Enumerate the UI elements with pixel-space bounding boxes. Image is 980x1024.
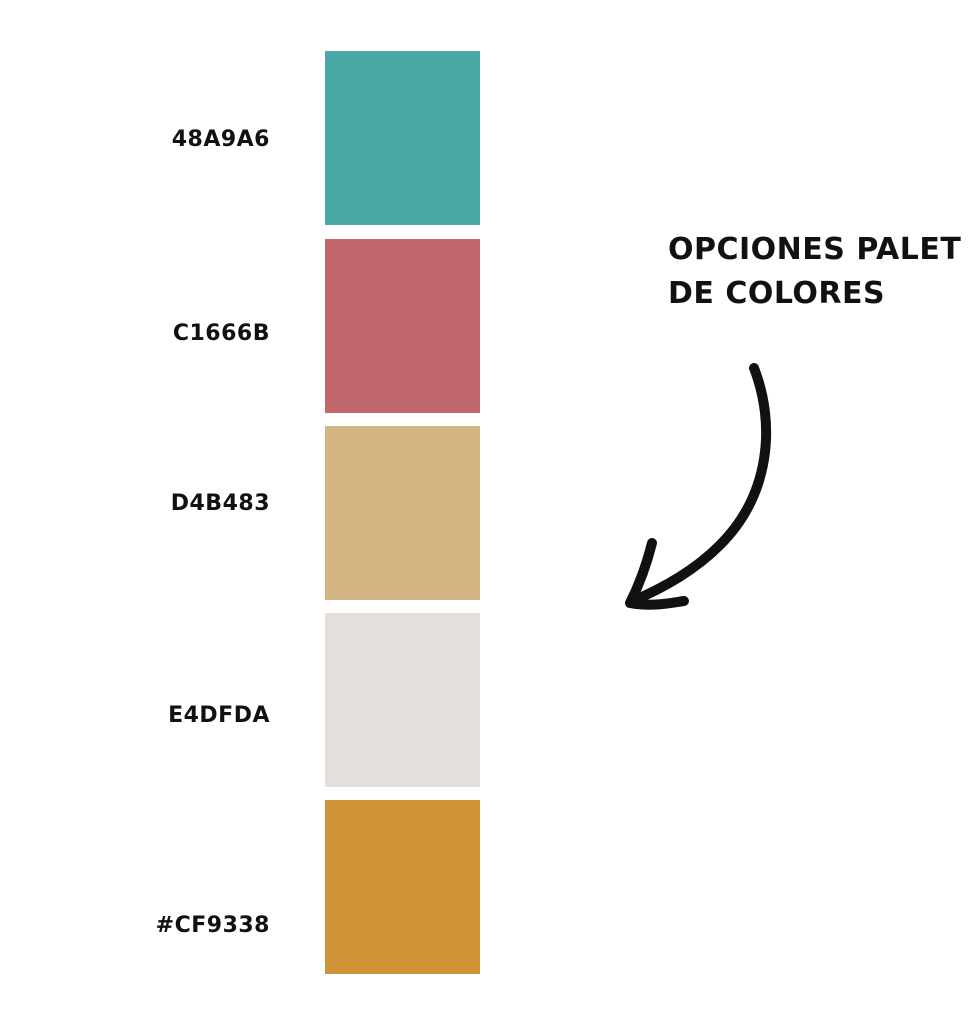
hex-label-teal: 48A9A6 xyxy=(171,127,270,152)
hex-label-light-gray: E4DFDA xyxy=(168,703,270,728)
hex-label-mustard: #CF9338 xyxy=(155,913,270,938)
heading-line-2: DE COLORES xyxy=(668,276,886,311)
color-swatch-tan xyxy=(325,426,480,600)
color-swatch-light-gray xyxy=(325,613,480,787)
color-swatch-mustard xyxy=(325,800,480,974)
hex-label-tan: D4B483 xyxy=(170,491,270,516)
color-swatch-rose xyxy=(325,239,480,413)
color-swatch-teal xyxy=(325,51,480,225)
heading-line-1: OPCIONES PALET xyxy=(668,232,962,267)
curved-arrow-icon xyxy=(625,363,772,610)
palette-heading: OPCIONES PALET DE COLORES xyxy=(668,228,980,316)
hex-label-rose: C1666B xyxy=(172,321,270,346)
